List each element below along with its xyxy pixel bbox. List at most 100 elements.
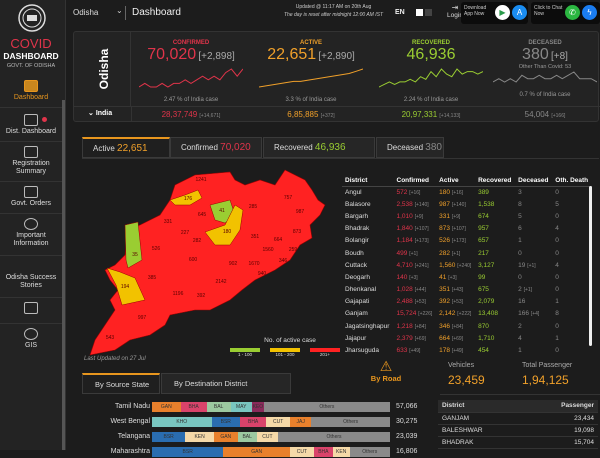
sidebar-scrollbar[interactable] xyxy=(62,100,65,450)
dist-dashboard-icon xyxy=(24,114,38,126)
bar-segment[interactable]: CUT xyxy=(266,417,291,427)
state-bar-row[interactable]: West Bengal KHO BSR BHA CUT JAJ Others 30,275 xyxy=(20,417,450,428)
bar-segment[interactable]: Others xyxy=(263,402,390,412)
bar-segment[interactable]: BSR xyxy=(152,432,186,442)
bar-segment[interactable]: GAN xyxy=(223,447,291,457)
table-row[interactable]: Jagatsinghapur 1,218 [+84] 346 [+84] 870 2 0 xyxy=(342,320,592,332)
bar-segment[interactable]: BSR xyxy=(211,417,241,427)
whatsapp-icon[interactable]: ✆ xyxy=(565,5,580,20)
sidebar-item-important-information[interactable]: Important Information xyxy=(0,214,62,256)
sidebar-item-success-stories[interactable]: Odisha Success Stories xyxy=(0,256,62,298)
bar-segment[interactable]: GAN xyxy=(152,402,181,412)
app-store-icon[interactable]: A xyxy=(512,5,527,20)
tab-by-destination-district[interactable]: By Destination District xyxy=(161,373,291,394)
table-row[interactable]: Gajapati 2,488 [+53] 392 [+53] 2,079 16 1 xyxy=(342,296,592,308)
envelope-icon xyxy=(24,186,38,198)
map-district-label: 1560 xyxy=(262,247,273,253)
table-row[interactable]: Bargarh 1,010 [+9] 331 [+9] 674 5 0 xyxy=(342,210,592,222)
sidebar-item-govt-orders[interactable]: Govt. Orders xyxy=(0,182,62,214)
table-cell: 1,184 [+173] xyxy=(394,235,437,247)
bar-segment[interactable]: Others xyxy=(349,447,390,457)
sidebar-item-laptop[interactable] xyxy=(0,298,62,324)
dashboard-icon xyxy=(24,80,38,92)
table-row[interactable]: BHADRAK 15,704 xyxy=(438,436,598,449)
bar-segment[interactable]: Others xyxy=(311,417,390,427)
bar-segment[interactable]: JAJ xyxy=(290,417,312,427)
bar-segment[interactable]: BAL xyxy=(206,402,231,412)
table-row[interactable]: Balasore 2,538 [+140] 987 [+140] 1,538 8 5 xyxy=(342,198,592,210)
table-row[interactable]: Cuttack 4,710 [+241] 1,560 [+240] 3,127 19 [… xyxy=(342,259,592,271)
table-scrollbar[interactable] xyxy=(589,186,592,346)
bar-segment[interactable]: Others xyxy=(278,432,390,442)
tab-by-source-state[interactable]: By Source State xyxy=(82,373,160,394)
destination-table: District Passenger GANJAM 23,434 BALESHWAR 1… xyxy=(438,400,598,449)
bar-segment[interactable]: BHA xyxy=(240,417,267,427)
table-header-row: District Confirmed Active Recovered Deceased… xyxy=(342,166,592,187)
bar-segment[interactable]: BHA xyxy=(313,447,333,457)
tab-active[interactable]: Active 22,651 xyxy=(82,137,170,158)
bar-segment[interactable]: BSR xyxy=(152,447,224,457)
info-icon xyxy=(24,218,38,230)
map-region-red[interactable] xyxy=(89,169,326,356)
stat-value: 46,936 xyxy=(406,46,456,63)
map-district-yellow[interactable] xyxy=(204,204,244,246)
other-deaths: Other Than Covid: 53 xyxy=(518,64,572,70)
play-store-icon[interactable]: ▶ xyxy=(495,5,510,20)
light-theme-toggle[interactable] xyxy=(416,9,423,16)
tab-deceased[interactable]: Deceased 380 xyxy=(376,137,444,158)
state-select[interactable]: Odisha xyxy=(73,8,99,17)
sidebar-item-dist-dashboard[interactable]: Dist. Dashboard xyxy=(0,108,62,142)
bar-segment[interactable]: CUT xyxy=(256,432,279,442)
map-district-label: 392 xyxy=(197,293,206,299)
sidebar-item-dashboard[interactable]: Dashboard xyxy=(0,74,62,108)
table-row[interactable]: Dhenkanal 1,028 [+44] 351 [+43] 675 2 [+1] 0 xyxy=(342,284,592,296)
bar-segment[interactable]: KEN xyxy=(332,447,350,457)
table-row[interactable]: Bolangir 1,184 [+173] 526 [+173] 657 1 0 xyxy=(342,235,592,247)
table-row[interactable]: Ganjam 15,724 [+226] 2,142 [+222] 13,408 166… xyxy=(342,308,592,320)
table-row[interactable]: Boudh 499 [+1] 282 [+1] 217 0 0 xyxy=(342,247,592,259)
cell-value: 1 xyxy=(518,347,522,355)
table-cell: 5 xyxy=(515,210,552,222)
india-value: 28,37,749 xyxy=(161,110,198,119)
table-row[interactable]: GANJAM 23,434 xyxy=(438,412,598,425)
table-cell: 1,560 [+240] xyxy=(436,259,475,271)
delta-value: [+3] xyxy=(448,274,457,281)
bar-segment[interactable]: KEO xyxy=(251,402,264,412)
bar-segment[interactable]: MAY xyxy=(230,402,252,412)
tab-recovered[interactable]: Recovered 46,936 xyxy=(263,137,375,158)
tab-confirmed[interactable]: Confirmed 70,020 xyxy=(170,137,262,158)
map-district-green[interactable] xyxy=(124,221,143,269)
map-district-yellow[interactable] xyxy=(106,267,146,306)
language-select[interactable]: EN xyxy=(395,9,405,16)
india-toggle[interactable]: ⌄ India xyxy=(88,110,113,117)
state-bar-row[interactable]: Telangana BSR KEN GAN BAL CUT Others 23,039 xyxy=(20,432,450,443)
login-button[interactable]: ⇥ Login xyxy=(442,3,468,19)
table-row[interactable]: Jharsuguda 633 [+49] 178 [+49] 454 1 0 xyxy=(342,344,592,356)
messenger-icon[interactable]: ϟ xyxy=(582,5,597,20)
legend-swatch xyxy=(230,348,260,352)
table-row[interactable]: Angul 572 [+16] 180 [+16] 389 3 0 xyxy=(342,186,592,198)
odisha-district-map[interactable]: 1241 176 645 41 285 757 987 331 227 180 351 664 873 5… xyxy=(80,160,340,356)
bar-segment[interactable]: KEN xyxy=(185,432,214,442)
india-value: 6,85,885 xyxy=(287,110,319,119)
chevron-down-icon[interactable]: ⌄ xyxy=(116,6,123,15)
dark-theme-toggle[interactable] xyxy=(425,9,432,16)
bar-segment[interactable]: BAL xyxy=(237,432,257,442)
state-bar-row[interactable]: Maharashtra BSR GAN CUT BHA KEN Others 16,806 xyxy=(20,447,450,458)
table-row[interactable]: BALESHWAR 19,098 xyxy=(438,424,598,437)
map-district-yellow[interactable] xyxy=(169,189,203,206)
state-bar-row[interactable]: Tamil Nadu GAN BHA BAL MAY KEO Others 57,066 xyxy=(20,402,450,413)
bar-segment[interactable]: CUT xyxy=(290,447,314,457)
bar-segment[interactable]: GAN xyxy=(213,432,238,442)
map-district-label: 176 xyxy=(184,196,193,202)
table-row[interactable]: Bhadrak 1,840 [+107] 873 [+107] 957 6 4 xyxy=(342,223,592,235)
table-row[interactable]: Jajapur 2,379 [+69] 664 [+69] 1,710 4 1 xyxy=(342,332,592,344)
bar-segment[interactable]: KHO xyxy=(152,417,212,427)
table-row[interactable]: Deogarh 140 [+3] 41 [+3] 99 0 0 xyxy=(342,271,592,283)
laptop-icon xyxy=(24,302,38,314)
state-total: 23,039 xyxy=(396,433,418,440)
confirmed-stat: CONFIRMED 70,020 [+2,898] 2.47 % of Indi… xyxy=(131,32,251,104)
sidebar-item-gis[interactable]: GIS xyxy=(0,326,62,354)
sidebar-item-registration-summary[interactable]: Registration Summary xyxy=(0,142,62,182)
bar-segment[interactable]: BHA xyxy=(180,402,207,412)
